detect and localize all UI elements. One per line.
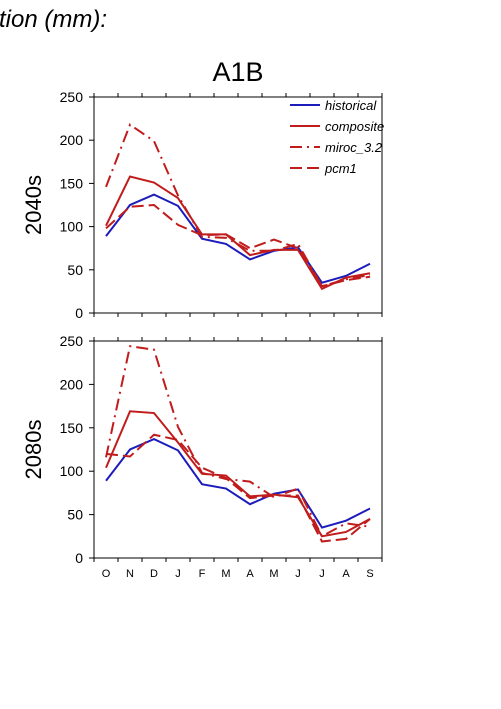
- x-tick-label: D: [150, 568, 158, 580]
- row-label-2040s: 2040s: [21, 175, 46, 235]
- y-tick-label: 50: [67, 262, 83, 278]
- series-line-pcm1: [105, 203, 371, 288]
- y-tick-label: 0: [75, 550, 83, 566]
- x-tick-label: S: [366, 568, 373, 580]
- chart-panels: 2040s 0 50 100 150 200 250 historical composite m…: [21, 89, 384, 580]
- y-tick-label: 250: [60, 333, 84, 349]
- x-tick-label: J: [319, 568, 325, 580]
- x-tick-label: N: [126, 568, 134, 580]
- series-line-historical: [105, 193, 371, 284]
- y-tick-label: 100: [60, 219, 84, 235]
- y-tick-label: 200: [60, 376, 84, 392]
- y-tick-label: 150: [60, 175, 84, 191]
- series-line-miroc-3-2: [105, 123, 371, 288]
- series-line-composite: [105, 175, 371, 291]
- figure-title: tion (mm):: [0, 6, 107, 33]
- panel-2080s: 2080s 0 50 100 150 200 250 O N D J F M A M J J A S: [21, 333, 383, 580]
- legend: historical composite miroc_3.2 pcm1: [290, 98, 384, 176]
- x-tick-label: O: [102, 568, 111, 580]
- scenario-title: A1B: [212, 57, 263, 87]
- x-tick-label: F: [199, 568, 206, 580]
- y-tick-label: 150: [60, 420, 84, 436]
- x-tick-label: A: [342, 568, 350, 580]
- x-tick-label: M: [221, 568, 230, 580]
- y-tick-label: 100: [60, 463, 84, 479]
- row-label-2080s: 2080s: [21, 420, 46, 480]
- legend-label: pcm1: [324, 161, 357, 176]
- series-line-pcm1: [105, 433, 371, 543]
- series-line-historical: [105, 437, 371, 529]
- x-tick-label: J: [175, 568, 181, 580]
- legend-label: composite: [325, 119, 384, 134]
- legend-label: historical: [325, 98, 377, 113]
- x-tick-label: M: [269, 568, 278, 580]
- y-tick-label: 0: [75, 305, 83, 321]
- panel-2040s: 2040s 0 50 100 150 200 250 historical composite m…: [21, 89, 384, 321]
- series-line-composite: [105, 410, 371, 538]
- y-tick-label: 250: [60, 89, 84, 105]
- x-tick-label: A: [246, 568, 254, 580]
- y-tick-label: 50: [67, 507, 83, 523]
- legend-label: miroc_3.2: [325, 140, 383, 155]
- y-tick-label: 200: [60, 132, 84, 148]
- x-tick-label: J: [295, 568, 301, 580]
